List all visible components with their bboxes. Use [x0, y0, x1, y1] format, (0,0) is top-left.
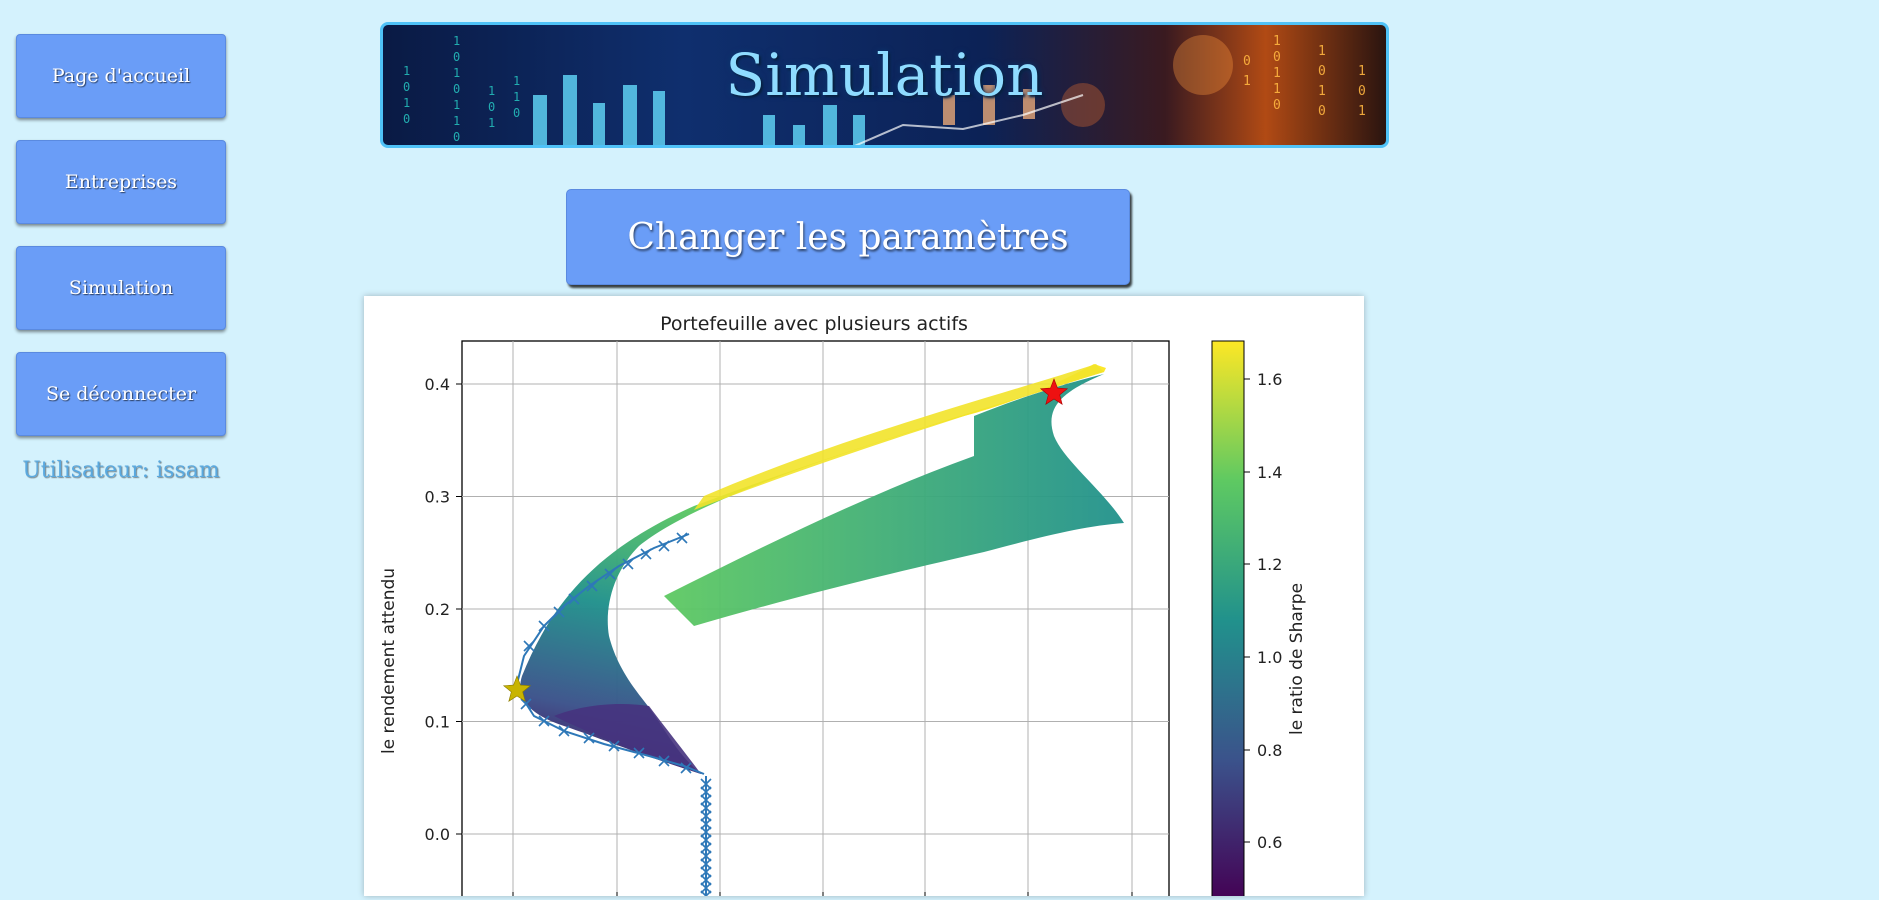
svg-text:0: 0 — [1358, 84, 1366, 99]
svg-text:0: 0 — [453, 82, 460, 96]
colorbar — [1211, 340, 1245, 900]
y-tick-label: 0.3 — [425, 488, 450, 507]
frontier-cross-marker — [583, 732, 595, 744]
frontier-cross-marker — [658, 755, 670, 767]
frontier-cross-marker — [700, 778, 712, 790]
svg-text:1: 1 — [1273, 82, 1281, 97]
frontier-cross-marker — [700, 810, 712, 822]
frontier-cross-marker — [658, 540, 670, 552]
y-tick-label: 0.0 — [425, 825, 450, 844]
frontier-cross-marker — [640, 548, 652, 560]
frontier-cross-marker — [622, 558, 634, 570]
user-label: Utilisateur: issam — [22, 458, 220, 483]
nav-logout-button[interactable]: Se déconnecter — [16, 352, 226, 436]
frontier-cross-marker — [700, 826, 712, 838]
svg-text:0: 0 — [1318, 64, 1326, 79]
svg-text:1: 1 — [1318, 44, 1326, 59]
svg-text:0: 0 — [1273, 50, 1281, 65]
frontier-cross-marker — [604, 568, 616, 580]
y-axis-label: le rendement attendu — [379, 568, 399, 754]
nav-simulation-button[interactable]: Simulation — [16, 246, 226, 330]
frontier-cross-marker — [553, 606, 565, 618]
nav-home-button[interactable]: Page d'accueil — [16, 34, 226, 118]
frontier-cross-marker — [700, 818, 712, 830]
frontier-cross-marker — [633, 747, 645, 759]
svg-text:1: 1 — [403, 64, 410, 78]
nav-companies-button[interactable]: Entreprises — [16, 140, 226, 224]
frontier-cross-marker — [700, 802, 712, 814]
colorbar-tick-label: 1.6 — [1257, 370, 1282, 389]
colorbar-tick-label: 0.8 — [1257, 741, 1282, 760]
svg-text:0: 0 — [1318, 104, 1326, 119]
svg-text:0: 0 — [453, 50, 460, 64]
colorbar-label: le ratio de Sharpe — [1287, 583, 1307, 735]
colorbar-tick-label: 1.0 — [1257, 648, 1282, 667]
frontier-cross-marker — [700, 858, 712, 870]
svg-text:1: 1 — [453, 114, 460, 128]
frontier-cross-marker — [700, 866, 712, 878]
svg-text:1: 1 — [488, 84, 495, 98]
frontier-cross-marker — [586, 580, 598, 592]
svg-text:0: 0 — [1273, 98, 1281, 113]
svg-text:0: 0 — [1243, 54, 1251, 69]
frontier-cross-marker — [700, 786, 712, 798]
portfolio-cloud — [520, 364, 1124, 774]
svg-text:1: 1 — [403, 96, 410, 110]
portfolio-scatter-chart: Portefeuille avec plusieurs actifs 0.40.… — [379, 313, 1307, 900]
colorbar-ticks: 1.6 1.4 1.2 1.0 0.8 0.6 — [1244, 370, 1282, 852]
colorbar-tick-label: 1.4 — [1257, 463, 1282, 482]
svg-text:1: 1 — [453, 98, 460, 112]
svg-text:0: 0 — [403, 80, 410, 94]
frontier-cross-marker — [676, 532, 688, 544]
svg-text:1: 1 — [1318, 84, 1326, 99]
frontier-cross-marker — [523, 640, 535, 652]
frontier-cross-marker — [680, 762, 692, 774]
sidebar: Page d'accueil Entreprises Simulation Se… — [16, 34, 226, 483]
frontier-cross-marker — [538, 620, 550, 632]
min-volatility-star-marker — [502, 675, 532, 702]
frontier-cross-marker — [700, 834, 712, 846]
svg-text:1: 1 — [488, 116, 495, 130]
svg-text:1: 1 — [513, 90, 520, 104]
banner-title: Simulation — [725, 41, 1044, 109]
frontier-cross-marker — [520, 698, 532, 710]
chart-title: Portefeuille avec plusieurs actifs — [660, 313, 968, 335]
frontier-cross-marker — [608, 740, 620, 752]
svg-text:0: 0 — [453, 130, 460, 144]
y-axis-ticks: 0.4 0.3 0.2 0.1 0.0 — [425, 375, 1133, 900]
svg-text:0: 0 — [513, 106, 520, 120]
y-tick-label: 0.1 — [425, 713, 450, 732]
chart-card: Portefeuille avec plusieurs actifs 0.4 0.… — [364, 296, 1364, 900]
svg-text:1: 1 — [453, 34, 460, 48]
svg-text:1: 1 — [1243, 74, 1251, 89]
svg-text:1: 1 — [513, 74, 520, 88]
y-tick-label: 0.4 — [425, 375, 450, 394]
frontier-cross-marker — [568, 593, 580, 605]
max-sharpe-star-marker — [1039, 378, 1069, 405]
frontier-cross-marker — [700, 850, 712, 862]
svg-text:1: 1 — [453, 66, 460, 80]
colorbar-tick-label: 0.6 — [1257, 833, 1282, 852]
svg-text:0: 0 — [488, 100, 495, 114]
frontier-cross-marker — [700, 794, 712, 806]
svg-text:1: 1 — [1358, 104, 1366, 119]
svg-text:1: 1 — [1358, 64, 1366, 79]
svg-text:1: 1 — [1273, 34, 1281, 49]
svg-text:0: 0 — [403, 112, 410, 126]
svg-text:1: 1 — [1273, 66, 1281, 81]
colorbar-tick-label: 1.2 — [1257, 555, 1282, 574]
frontier-cross-marker — [538, 715, 550, 727]
frontier-cross-marker — [558, 725, 570, 737]
frontier-cross-marker — [700, 842, 712, 854]
y-tick-label: 0.2 — [425, 600, 450, 619]
change-parameters-button[interactable]: Changer les paramètres — [566, 189, 1130, 285]
